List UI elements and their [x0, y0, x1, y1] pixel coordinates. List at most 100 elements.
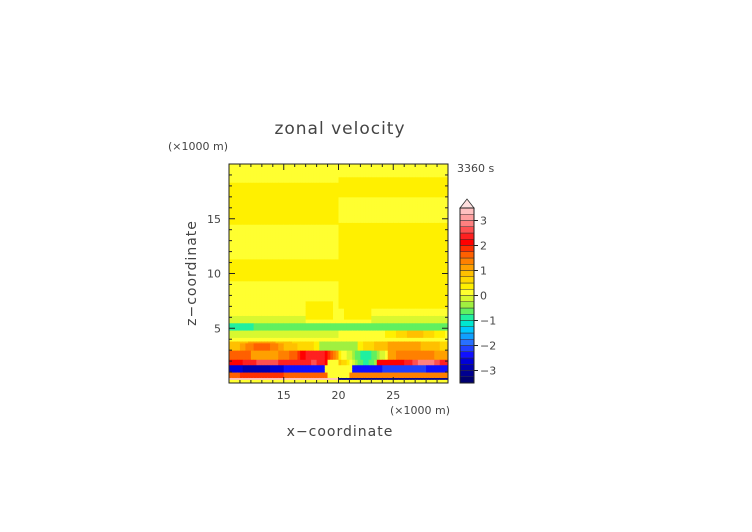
heatmap-cell — [316, 246, 320, 249]
heatmap-cell — [333, 224, 337, 227]
heatmap-cell — [291, 362, 296, 366]
heatmap-cell — [256, 269, 260, 273]
heatmap-cell — [330, 258, 334, 262]
heatmap-cell — [248, 213, 252, 216]
heatmap-cell — [264, 342, 268, 346]
heatmap-cell — [259, 337, 263, 340]
heatmap-cell — [248, 189, 252, 192]
heatmap-cell — [256, 191, 260, 194]
heatmap-cell — [231, 362, 235, 366]
heatmap-cell — [300, 233, 304, 236]
heatmap-cell — [242, 247, 246, 251]
heatmap-cell — [239, 339, 244, 342]
heatmap-cell — [253, 320, 257, 324]
heatmap-cell — [275, 308, 279, 311]
heatmap-cell — [327, 171, 331, 174]
heatmap-cell — [256, 348, 260, 351]
heatmap-cell — [289, 216, 293, 220]
heatmap-cell — [300, 182, 304, 185]
heatmap-cell — [286, 326, 290, 329]
heatmap-cell — [302, 198, 307, 202]
heatmap-cell — [239, 337, 244, 340]
heatmap-cell — [294, 335, 298, 338]
heatmap-cell — [248, 322, 252, 326]
heatmap-cell — [335, 218, 339, 222]
heatmap-cell — [302, 227, 307, 231]
heatmap-cell — [229, 379, 233, 382]
heatmap-cell — [234, 297, 238, 300]
heatmap-cell — [278, 304, 282, 307]
heatmap-cell — [267, 174, 271, 178]
heatmap-cell — [291, 195, 296, 198]
heatmap-cell — [275, 288, 279, 291]
heatmap-cell — [294, 257, 298, 260]
heatmap-cell — [322, 195, 326, 198]
heatmap-cell — [245, 368, 249, 371]
heatmap-cell — [253, 280, 257, 284]
heatmap-cell — [259, 180, 263, 183]
heatmap-cell — [242, 333, 246, 337]
heatmap-cell — [264, 260, 268, 264]
heatmap-cell — [335, 315, 339, 318]
heatmap-cell — [330, 193, 334, 196]
heatmap-cell — [300, 209, 304, 212]
heatmap-cell — [333, 289, 337, 293]
heatmap-cell — [327, 275, 331, 278]
heatmap-cell — [322, 278, 326, 282]
heatmap-cell — [308, 249, 312, 253]
heatmap-cell — [333, 359, 337, 362]
heatmap-cell — [259, 240, 263, 243]
heatmap-cell — [291, 282, 296, 285]
heatmap-cell — [248, 224, 252, 227]
heatmap-cell — [319, 226, 323, 229]
heatmap-cell — [281, 258, 285, 262]
heatmap-cell — [239, 167, 244, 170]
heatmap-cell — [283, 171, 287, 174]
heatmap-cell — [324, 176, 329, 180]
heatmap-cell — [237, 257, 241, 260]
heatmap-cell — [316, 215, 320, 218]
heatmap-cell — [322, 242, 326, 245]
heatmap-cell — [231, 178, 235, 181]
heatmap-cell — [278, 169, 282, 172]
heatmap-cell — [300, 368, 304, 371]
heatmap-cell — [305, 310, 309, 313]
heatmap-cell — [239, 213, 244, 216]
heatmap-cell — [229, 324, 233, 327]
heatmap-cell — [245, 364, 249, 368]
heatmap-cell — [322, 353, 326, 357]
heatmap-cell — [264, 174, 268, 178]
heatmap-cell — [237, 364, 241, 368]
heatmap-cell — [253, 187, 257, 191]
heatmap-cell — [261, 344, 266, 348]
heatmap-cell — [261, 260, 266, 264]
heatmap-cell — [256, 200, 260, 203]
heatmap-cell — [286, 209, 290, 212]
heatmap-cell — [253, 289, 257, 293]
heatmap-cell — [302, 330, 307, 333]
heatmap-cell — [275, 275, 279, 278]
heatmap-cell — [250, 173, 255, 176]
heatmap-cell — [327, 205, 331, 209]
heatmap-cell — [305, 359, 309, 362]
heatmap-cell — [231, 295, 235, 298]
heatmap-cell — [270, 359, 274, 362]
heatmap-cell — [291, 191, 296, 194]
heatmap-cell — [259, 366, 263, 369]
heatmap-cell — [291, 244, 296, 247]
heatmap-cell — [294, 204, 298, 207]
heatmap-cell — [281, 320, 285, 324]
heatmap-cell — [245, 350, 249, 353]
heatmap-cell — [302, 375, 307, 379]
heatmap-cell — [319, 315, 323, 318]
heatmap-cell — [311, 222, 315, 225]
heatmap-cell — [333, 282, 337, 285]
heatmap-cell — [242, 182, 246, 185]
heatmap-cell — [264, 220, 268, 223]
heatmap-cell — [248, 185, 252, 189]
heatmap-cell — [311, 359, 315, 362]
heatmap-cell — [311, 344, 315, 348]
heatmap-cell — [261, 244, 266, 247]
heatmap-cell — [234, 361, 238, 364]
heatmap-cell — [237, 324, 241, 327]
